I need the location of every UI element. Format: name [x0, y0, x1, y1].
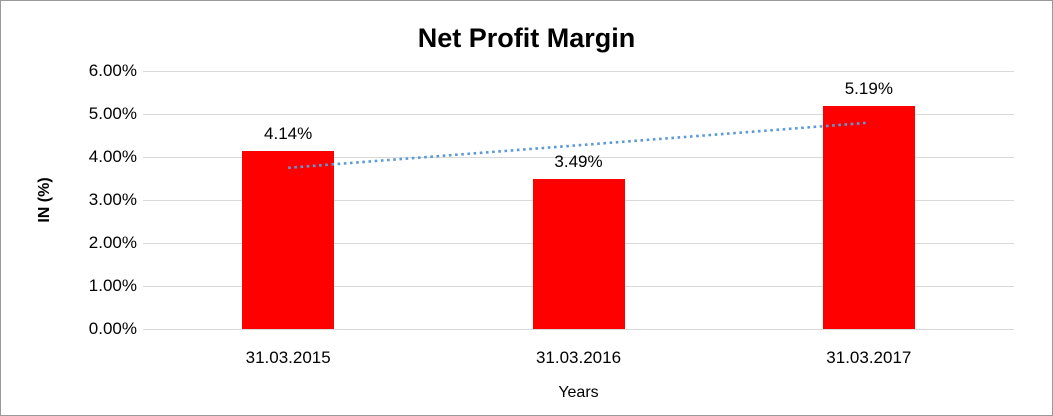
y-tick-label: 2.00%: [88, 233, 137, 252]
gridline: [143, 71, 1014, 72]
y-tick-label: 5.00%: [88, 104, 137, 123]
y-tick-label: 6.00%: [88, 61, 137, 80]
x-axis-title: Years: [558, 384, 599, 401]
bar-value-label: 3.49%: [554, 151, 603, 171]
trendline: [288, 121, 869, 170]
x-tick-label: 31.03.2016: [535, 348, 622, 367]
bar-value-label: 4.14%: [264, 123, 313, 143]
y-tick-label: 0.00%: [88, 319, 137, 338]
bar-value-label: 5.19%: [844, 78, 893, 98]
bar: [242, 150, 335, 329]
bar: [822, 105, 915, 329]
x-tick-label: 31.03.2017: [826, 348, 912, 367]
gridline: [143, 114, 1014, 115]
bar: [532, 178, 625, 329]
y-tick-label: 1.00%: [88, 276, 137, 295]
y-tick-label: 3.00%: [88, 190, 137, 209]
y-tick-label: 4.00%: [88, 147, 137, 166]
chart-title: Net Profit Margin: [417, 23, 636, 53]
gridline: [143, 329, 1014, 330]
gridline: [143, 157, 1014, 158]
plot-area: 4.14% 3.49% 5.19%: [143, 71, 1014, 330]
x-tick-label: 31.03.2015: [245, 348, 331, 367]
